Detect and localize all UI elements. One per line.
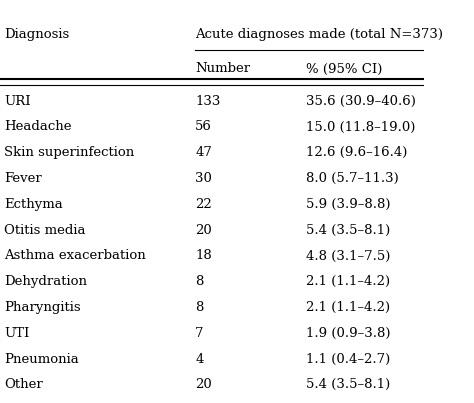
Text: 7: 7 bbox=[195, 327, 204, 340]
Text: 4.8 (3.1–7.5): 4.8 (3.1–7.5) bbox=[306, 249, 390, 262]
Text: 133: 133 bbox=[195, 95, 220, 108]
Text: 12.6 (9.6–16.4): 12.6 (9.6–16.4) bbox=[306, 146, 407, 159]
Text: 18: 18 bbox=[195, 249, 212, 262]
Text: Acute diagnoses made (total N=373): Acute diagnoses made (total N=373) bbox=[195, 28, 443, 41]
Text: 22: 22 bbox=[195, 198, 212, 211]
Text: 4: 4 bbox=[195, 353, 204, 366]
Text: 8: 8 bbox=[195, 301, 204, 314]
Text: 8.0 (5.7–11.3): 8.0 (5.7–11.3) bbox=[306, 172, 398, 185]
Text: Pneumonia: Pneumonia bbox=[4, 353, 79, 366]
Text: Dehydration: Dehydration bbox=[4, 275, 87, 288]
Text: Pharyngitis: Pharyngitis bbox=[4, 301, 81, 314]
Text: % (95% CI): % (95% CI) bbox=[306, 62, 382, 75]
Text: UTI: UTI bbox=[4, 327, 29, 340]
Text: 47: 47 bbox=[195, 146, 212, 159]
Text: Ecthyma: Ecthyma bbox=[4, 198, 63, 211]
Text: URI: URI bbox=[4, 95, 31, 108]
Text: Other: Other bbox=[4, 378, 43, 391]
Text: Number: Number bbox=[195, 62, 250, 75]
Text: 20: 20 bbox=[195, 378, 212, 391]
Text: 2.1 (1.1–4.2): 2.1 (1.1–4.2) bbox=[306, 301, 390, 314]
Text: 1.9 (0.9–3.8): 1.9 (0.9–3.8) bbox=[306, 327, 390, 340]
Text: 8: 8 bbox=[195, 275, 204, 288]
Text: Asthma exacerbation: Asthma exacerbation bbox=[4, 249, 146, 262]
Text: Diagnosis: Diagnosis bbox=[4, 28, 70, 41]
Text: 1.1 (0.4–2.7): 1.1 (0.4–2.7) bbox=[306, 353, 390, 366]
Text: 15.0 (11.8–19.0): 15.0 (11.8–19.0) bbox=[306, 120, 415, 133]
Text: 35.6 (30.9–40.6): 35.6 (30.9–40.6) bbox=[306, 95, 415, 108]
Text: Fever: Fever bbox=[4, 172, 42, 185]
Text: 5.4 (3.5–8.1): 5.4 (3.5–8.1) bbox=[306, 224, 390, 237]
Text: 20: 20 bbox=[195, 224, 212, 237]
Text: 2.1 (1.1–4.2): 2.1 (1.1–4.2) bbox=[306, 275, 390, 288]
Text: Skin superinfection: Skin superinfection bbox=[4, 146, 135, 159]
Text: 56: 56 bbox=[195, 120, 212, 133]
Text: 5.9 (3.9–8.8): 5.9 (3.9–8.8) bbox=[306, 198, 390, 211]
Text: 30: 30 bbox=[195, 172, 212, 185]
Text: Otitis media: Otitis media bbox=[4, 224, 86, 237]
Text: 5.4 (3.5–8.1): 5.4 (3.5–8.1) bbox=[306, 378, 390, 391]
Text: Headache: Headache bbox=[4, 120, 72, 133]
